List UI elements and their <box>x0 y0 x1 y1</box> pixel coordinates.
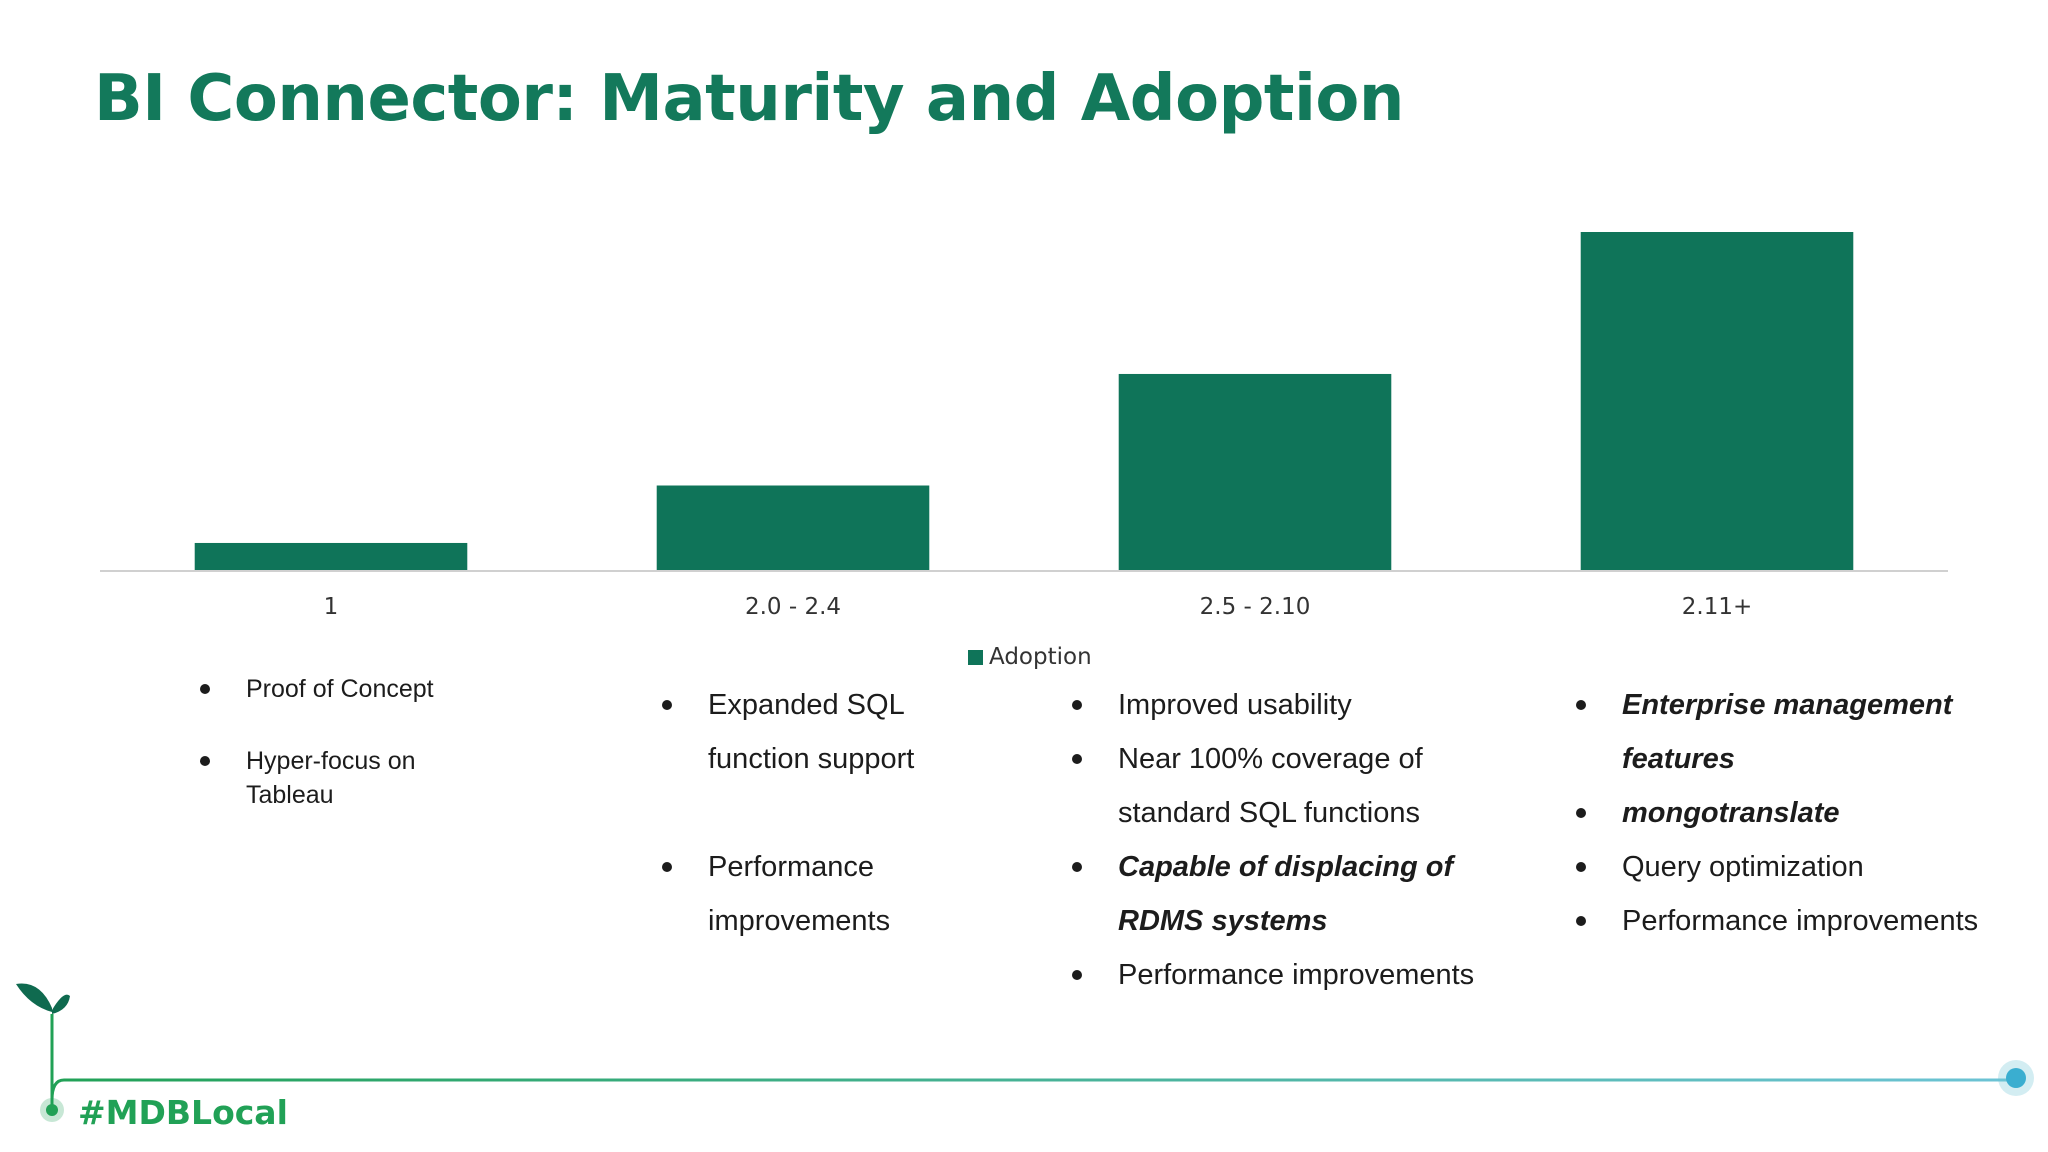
bullet-item: Expanded SQL function support <box>662 678 968 786</box>
version-2-11-notes: Enterprise management features mongotran… <box>1576 678 2002 948</box>
bullet-item: Performance improvements <box>1072 948 1518 1002</box>
sprout-icon <box>16 983 2010 1122</box>
x-tick-label: 2.5 - 2.10 <box>1200 594 1311 620</box>
bullet-item-emphasis: Capable of displacing of RDMS systems <box>1072 840 1518 948</box>
version-1-notes: Proof of Concept Hyper-focus on Tableau <box>200 672 506 850</box>
bar-1 <box>194 542 468 570</box>
bullet-item-emphasis: Enterprise management features <box>1576 678 2002 786</box>
bullet-item: Query optimization <box>1576 840 2002 894</box>
circle-dot-icon <box>1998 1060 2034 1096</box>
bullet-item: Performance improvements <box>662 840 968 948</box>
bullet-item: Hyper-focus on Tableau <box>200 744 506 812</box>
bar-2-11- <box>1580 232 1854 570</box>
bullet-item-emphasis: mongotranslate <box>1576 786 2002 840</box>
x-tick-label: 2.11+ <box>1682 594 1752 620</box>
hashtag-label: #MDBLocal <box>78 1093 288 1132</box>
x-tick-label: 1 <box>324 594 339 620</box>
bullet-item: Performance improvements <box>1576 894 2002 948</box>
bullet-item: Improved usability <box>1072 678 1518 732</box>
x-tick-labels: 1 2.0 - 2.4 2.5 - 2.10 2.11+ <box>324 594 1753 620</box>
x-tick-label: 2.0 - 2.4 <box>745 594 841 620</box>
bullet-item: Proof of Concept <box>200 672 506 706</box>
version-2-0-notes: Expanded SQL function support Performanc… <box>662 678 968 948</box>
bullet-item: Near 100% coverage of standard SQL funct… <box>1072 732 1518 840</box>
bars-group <box>194 232 1854 570</box>
slide-title: BI Connector: Maturity and Adoption <box>94 62 1404 136</box>
bar-2-5-2-10 <box>1118 373 1392 570</box>
bar-2-0-2-4 <box>656 485 930 570</box>
chart-legend: Adoption <box>968 644 1092 670</box>
version-2-5-notes: Improved usability Near 100% coverage of… <box>1072 678 1518 1002</box>
adoption-bar-chart: 1 2.0 - 2.4 2.5 - 2.10 2.11+ <box>100 232 1948 620</box>
legend-swatch <box>968 649 983 665</box>
legend-label: Adoption <box>989 644 1092 670</box>
